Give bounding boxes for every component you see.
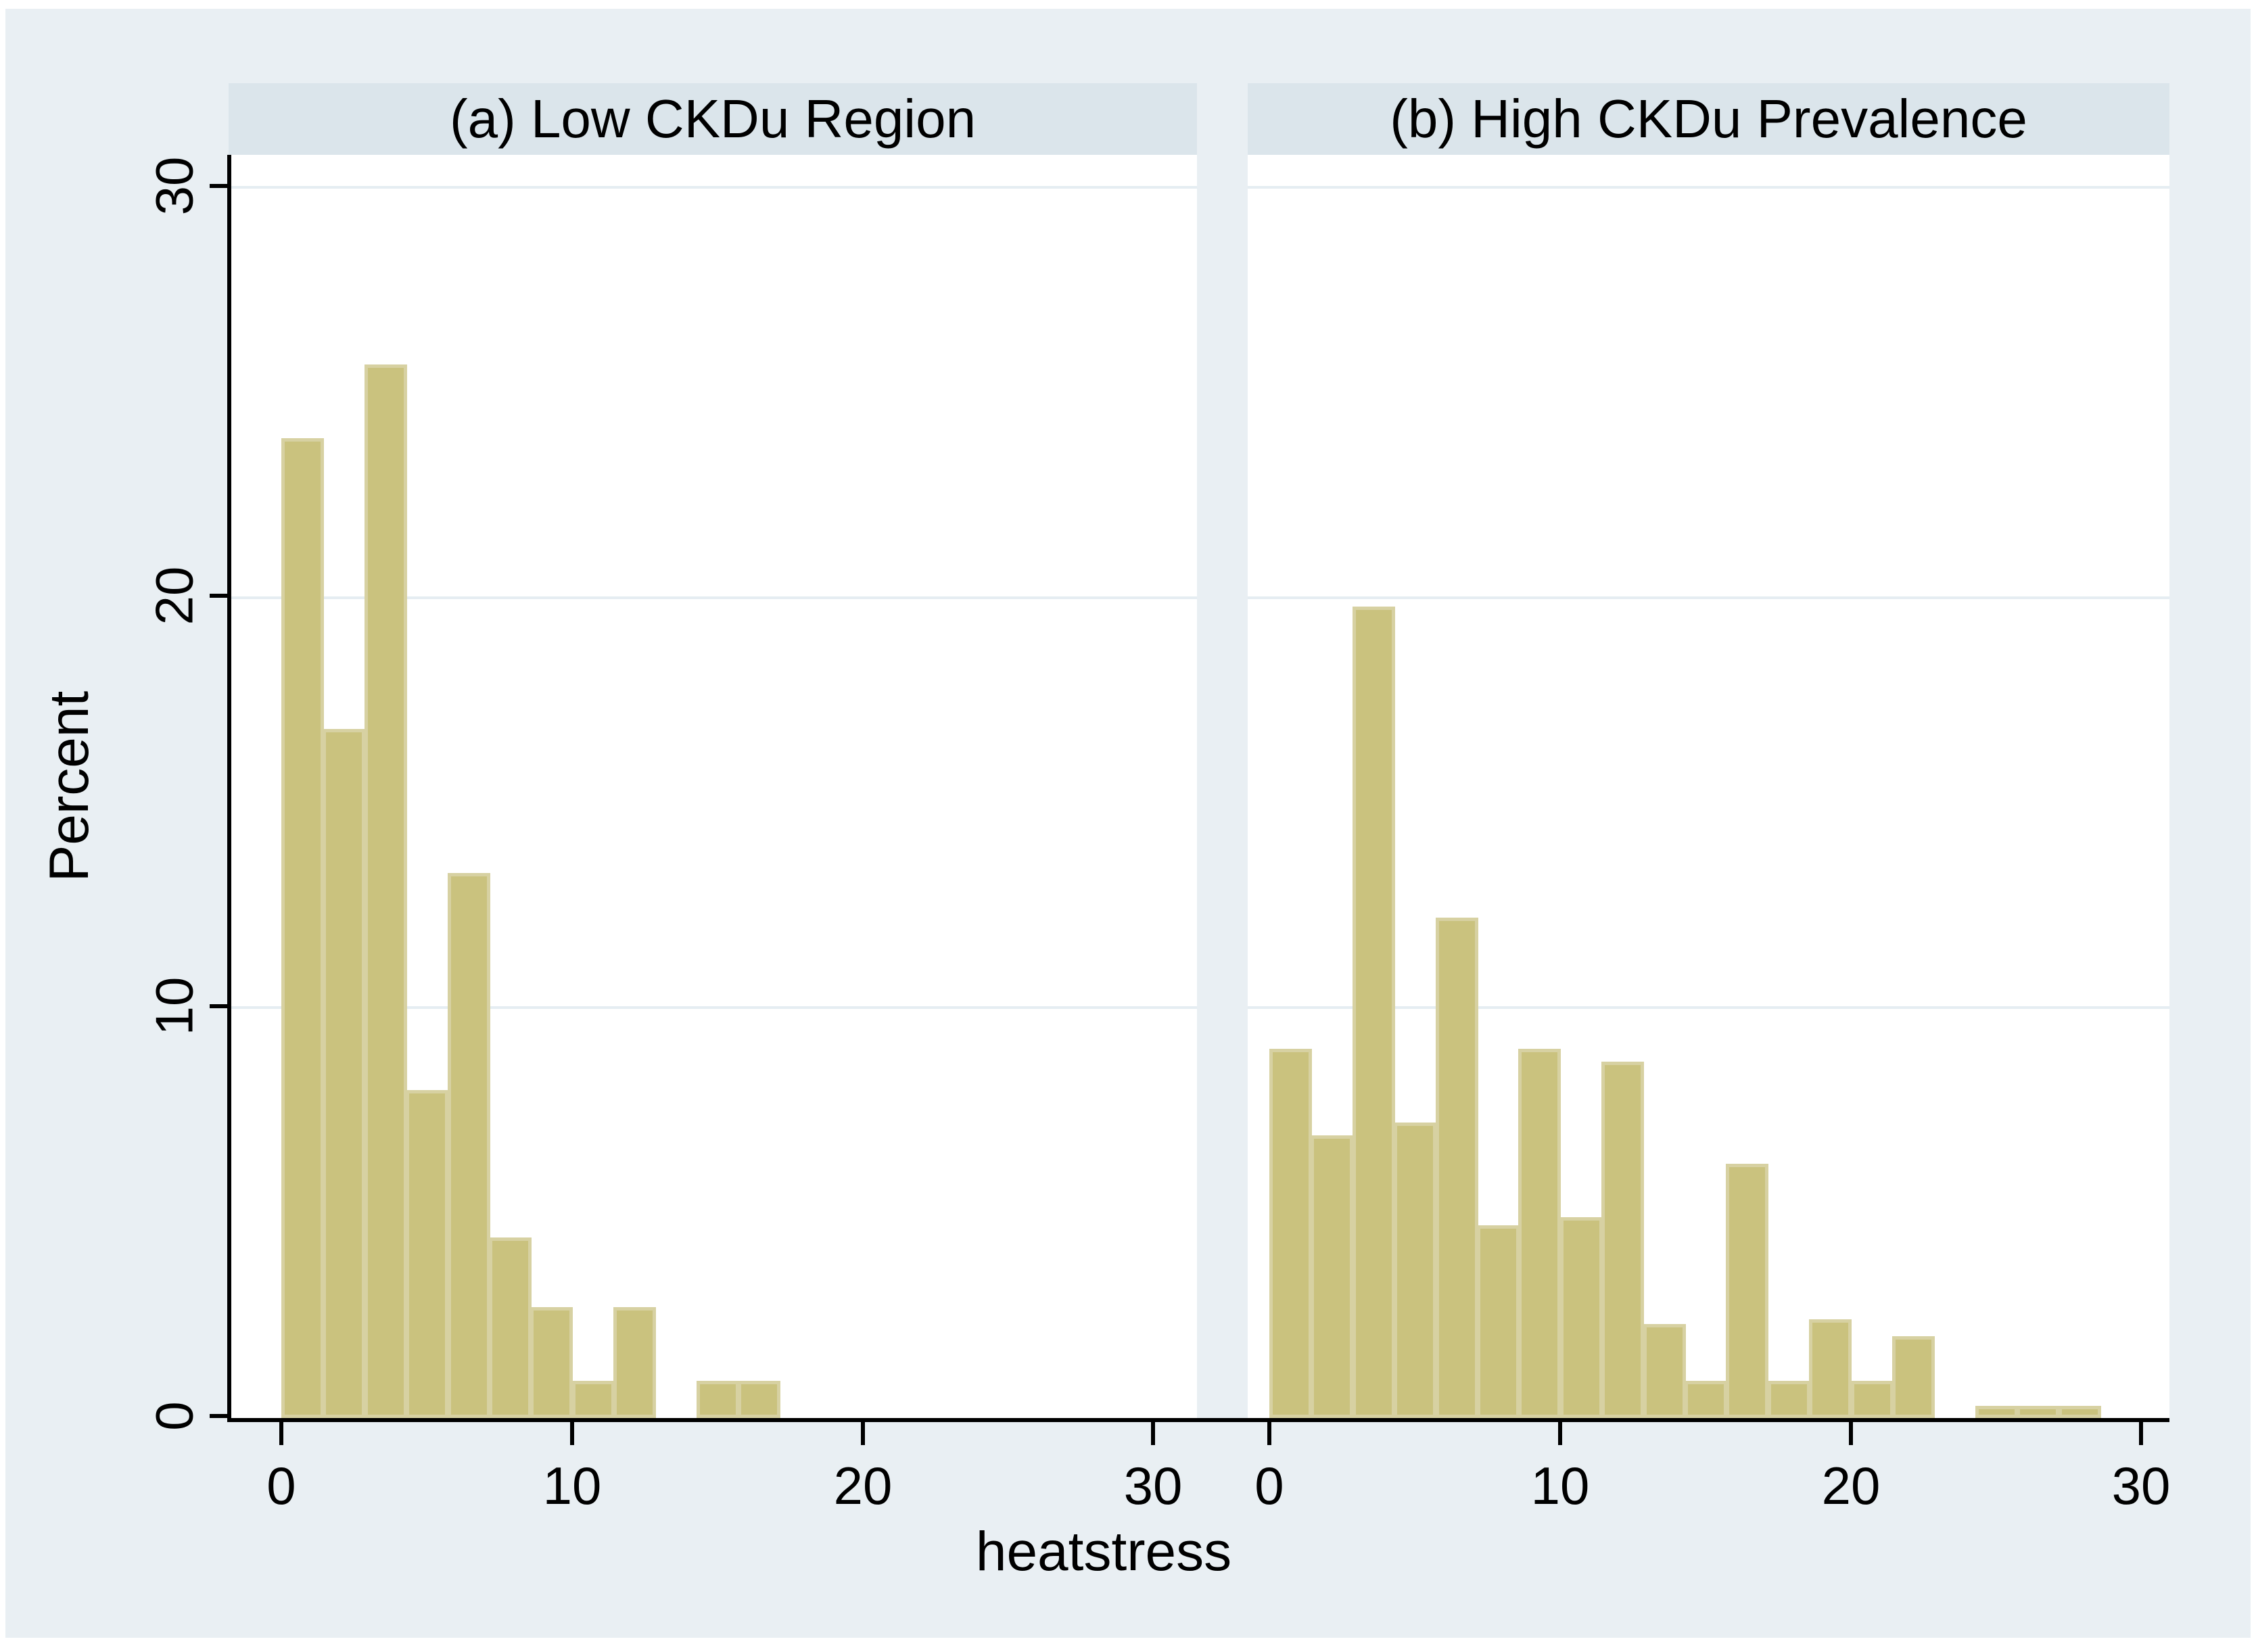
histogram-bar bbox=[738, 1381, 780, 1418]
y-tick-label: 10 bbox=[144, 976, 204, 1036]
histogram-bar bbox=[1311, 1135, 1353, 1418]
gridline-20 bbox=[1248, 596, 2169, 599]
histogram-bar bbox=[1518, 1049, 1561, 1418]
x-tick-label: 20 bbox=[833, 1456, 893, 1515]
gridline-30 bbox=[229, 186, 1197, 189]
histogram-bar bbox=[1643, 1324, 1686, 1418]
y-tick-label: 0 bbox=[144, 1401, 204, 1431]
y-tick-label: 30 bbox=[144, 156, 204, 216]
histogram-bar bbox=[281, 438, 324, 1418]
x-axis-label: heatstress bbox=[975, 1521, 1232, 1582]
gridline-10 bbox=[229, 1006, 1197, 1009]
x-tick-label: 20 bbox=[1821, 1456, 1881, 1515]
histogram-bar bbox=[1768, 1381, 1810, 1418]
histogram-bar bbox=[1809, 1319, 1852, 1418]
x-tick-mark bbox=[1151, 1418, 1155, 1445]
y-tick-mark bbox=[210, 1414, 229, 1418]
x-tick-mark bbox=[2139, 1418, 2143, 1445]
histogram-bar bbox=[406, 1090, 448, 1418]
histogram-bar bbox=[2017, 1406, 2059, 1418]
histogram-bar bbox=[1851, 1381, 1894, 1418]
y-tick-label: 20 bbox=[144, 566, 204, 626]
histogram-bar bbox=[448, 873, 490, 1418]
gridline-10 bbox=[1248, 1006, 2169, 1009]
histogram-bar bbox=[572, 1381, 615, 1418]
panel-b-title: (b) High CKDu Prevalence bbox=[1390, 89, 2027, 149]
panel-a-title: (a) Low CKDu Region bbox=[449, 89, 977, 149]
x-tick-mark bbox=[861, 1418, 865, 1445]
x-tick-label: 0 bbox=[1254, 1456, 1284, 1515]
x-tick-mark bbox=[570, 1418, 574, 1445]
histogram-bar bbox=[1394, 1123, 1436, 1418]
gridline-20 bbox=[229, 596, 1197, 599]
histogram-bar bbox=[530, 1307, 573, 1418]
y-axis-label: Percent bbox=[39, 690, 100, 882]
histogram-bar bbox=[1353, 607, 1395, 1418]
histogram-bar bbox=[697, 1381, 739, 1418]
x-axis-line bbox=[227, 1418, 2169, 1422]
x-tick-label: 30 bbox=[2111, 1456, 2171, 1515]
histogram-bar bbox=[1560, 1217, 1603, 1418]
histogram-bar bbox=[1477, 1225, 1520, 1418]
histogram-bar bbox=[323, 729, 365, 1418]
histogram-bar bbox=[613, 1307, 656, 1418]
x-tick-mark bbox=[1558, 1418, 1562, 1445]
y-tick-mark bbox=[210, 184, 229, 188]
histogram-bar bbox=[2059, 1406, 2101, 1418]
histogram-bar bbox=[1975, 1406, 2018, 1418]
histogram-bar bbox=[1892, 1336, 1935, 1418]
gridline-30 bbox=[1248, 186, 2169, 189]
histogram-bar bbox=[489, 1237, 532, 1418]
histogram-bar bbox=[1726, 1164, 1768, 1418]
histogram-bar bbox=[1269, 1049, 1312, 1418]
x-tick-mark bbox=[1267, 1418, 1271, 1445]
x-tick-label: 0 bbox=[266, 1456, 296, 1515]
histogram-bar bbox=[1436, 918, 1478, 1418]
histogram-bar bbox=[1685, 1381, 1727, 1418]
x-tick-label: 10 bbox=[542, 1456, 602, 1515]
panel-b-header-strip: (b) High CKDu Prevalence bbox=[1248, 83, 2169, 155]
y-axis-line bbox=[227, 155, 231, 1422]
x-tick-mark bbox=[279, 1418, 283, 1445]
x-tick-label: 30 bbox=[1123, 1456, 1183, 1515]
panel-a-header-strip: (a) Low CKDu Region bbox=[229, 83, 1197, 155]
y-tick-mark bbox=[210, 594, 229, 598]
histogram-bar bbox=[1601, 1062, 1644, 1418]
histogram-bar bbox=[365, 364, 407, 1418]
x-tick-label: 10 bbox=[1530, 1456, 1590, 1515]
y-tick-mark bbox=[210, 1004, 229, 1008]
x-tick-mark bbox=[1849, 1418, 1853, 1445]
